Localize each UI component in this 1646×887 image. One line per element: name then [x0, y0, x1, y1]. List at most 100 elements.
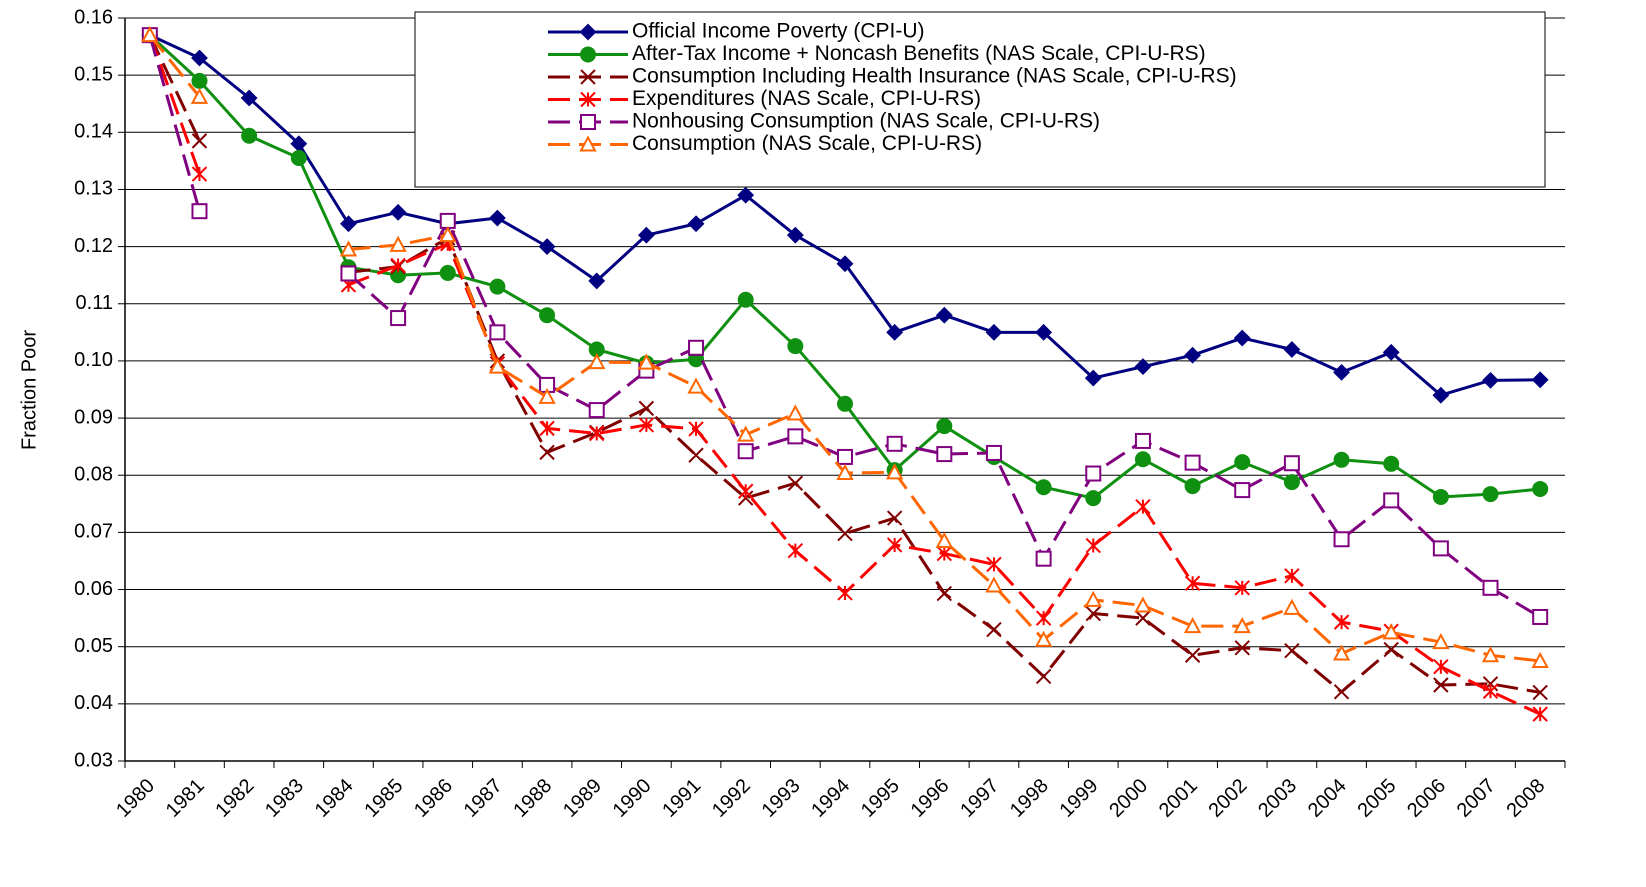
x-tick-label: 1999	[1056, 775, 1103, 822]
x-tick-label: 1986	[410, 775, 457, 822]
x-tick-label: 1988	[509, 775, 556, 822]
marker	[1383, 641, 1399, 658]
marker	[1284, 642, 1300, 659]
y-tick-label: 0.09	[74, 406, 113, 428]
x-tick-label: 1984	[311, 775, 358, 822]
x-tick-label: 1993	[758, 775, 805, 822]
marker	[737, 291, 754, 308]
marker	[687, 377, 705, 394]
x-tick-label: 1983	[261, 775, 308, 822]
marker	[1333, 363, 1350, 381]
marker	[737, 425, 755, 442]
marker	[579, 135, 597, 152]
marker	[241, 127, 258, 144]
marker	[786, 226, 804, 244]
marker	[837, 395, 853, 412]
marker	[1382, 623, 1400, 640]
marker	[688, 421, 704, 437]
y-tick-label: 0.14	[74, 121, 113, 143]
x-tick-label: 1995	[857, 775, 904, 822]
marker	[936, 585, 953, 602]
marker	[935, 306, 953, 324]
marker	[1234, 580, 1250, 596]
marker	[1532, 706, 1548, 722]
x-tick-label: 2001	[1155, 775, 1202, 822]
y-tick-label: 0.04	[74, 692, 113, 714]
marker	[538, 387, 556, 404]
marker	[787, 338, 804, 355]
marker	[1184, 346, 1202, 364]
marker	[1134, 451, 1151, 468]
marker	[1532, 480, 1549, 497]
marker	[1035, 668, 1052, 685]
marker	[1134, 358, 1152, 376]
marker	[1432, 488, 1449, 505]
marker	[439, 264, 456, 281]
marker	[985, 323, 1003, 341]
x-tick-label: 2005	[1353, 775, 1400, 822]
x-tick-label: 1981	[162, 775, 209, 822]
marker	[936, 545, 953, 562]
marker	[1531, 371, 1549, 389]
marker	[191, 72, 208, 89]
marker	[580, 46, 596, 63]
x-tick-label: 1996	[907, 775, 954, 822]
marker	[580, 91, 596, 108]
marker	[588, 402, 605, 419]
marker	[1035, 479, 1052, 496]
marker	[580, 114, 596, 130]
marker	[1333, 451, 1350, 468]
legend-label: Consumption Including Health Insurance (…	[632, 65, 1237, 88]
marker	[1333, 614, 1350, 630]
marker	[638, 400, 655, 417]
marker	[1184, 575, 1201, 591]
y-tick-label: 0.12	[74, 235, 113, 257]
marker	[836, 255, 854, 273]
marker	[488, 357, 507, 374]
marker	[786, 404, 805, 421]
marker	[1035, 550, 1052, 567]
marker	[588, 272, 606, 290]
marker	[687, 215, 705, 233]
marker	[539, 444, 555, 461]
marker	[191, 166, 208, 182]
marker	[688, 339, 705, 356]
marker	[389, 235, 407, 252]
marker	[1085, 465, 1102, 482]
x-tick-label: 2000	[1105, 775, 1152, 822]
x-tick-label: 1990	[609, 775, 656, 822]
x-tick-label: 2007	[1453, 775, 1500, 822]
marker	[1085, 605, 1101, 622]
marker	[340, 265, 357, 282]
marker	[985, 444, 1002, 461]
x-tick-label: 2004	[1304, 775, 1351, 822]
marker	[1135, 498, 1151, 515]
x-tick-label: 1989	[559, 775, 606, 822]
marker	[1383, 455, 1400, 472]
y-axis-label: Fraction Poor	[18, 330, 40, 450]
marker	[1433, 677, 1449, 693]
x-tick-label: 2006	[1403, 775, 1450, 822]
marker	[1432, 633, 1450, 650]
marker	[1184, 647, 1201, 663]
marker	[837, 448, 853, 465]
marker	[1531, 651, 1549, 668]
marker	[489, 324, 506, 341]
x-tick-label: 2003	[1254, 775, 1301, 822]
marker	[579, 23, 597, 41]
marker	[1283, 341, 1301, 358]
y-tick-label: 0.10	[74, 349, 113, 371]
marker	[638, 417, 655, 433]
legend-label: Consumption (NAS Scale, CPI-U-RS)	[632, 132, 982, 155]
marker	[936, 418, 953, 435]
marker	[1084, 590, 1102, 607]
marker	[191, 49, 208, 67]
marker	[1183, 617, 1202, 634]
marker	[1184, 478, 1201, 495]
marker	[787, 542, 804, 559]
marker	[1233, 617, 1251, 634]
x-tick-label: 1982	[211, 775, 258, 822]
legend-label: Expenditures (NAS Scale, CPI-U-RS)	[632, 87, 981, 110]
y-tick-label: 0.03	[74, 749, 113, 771]
